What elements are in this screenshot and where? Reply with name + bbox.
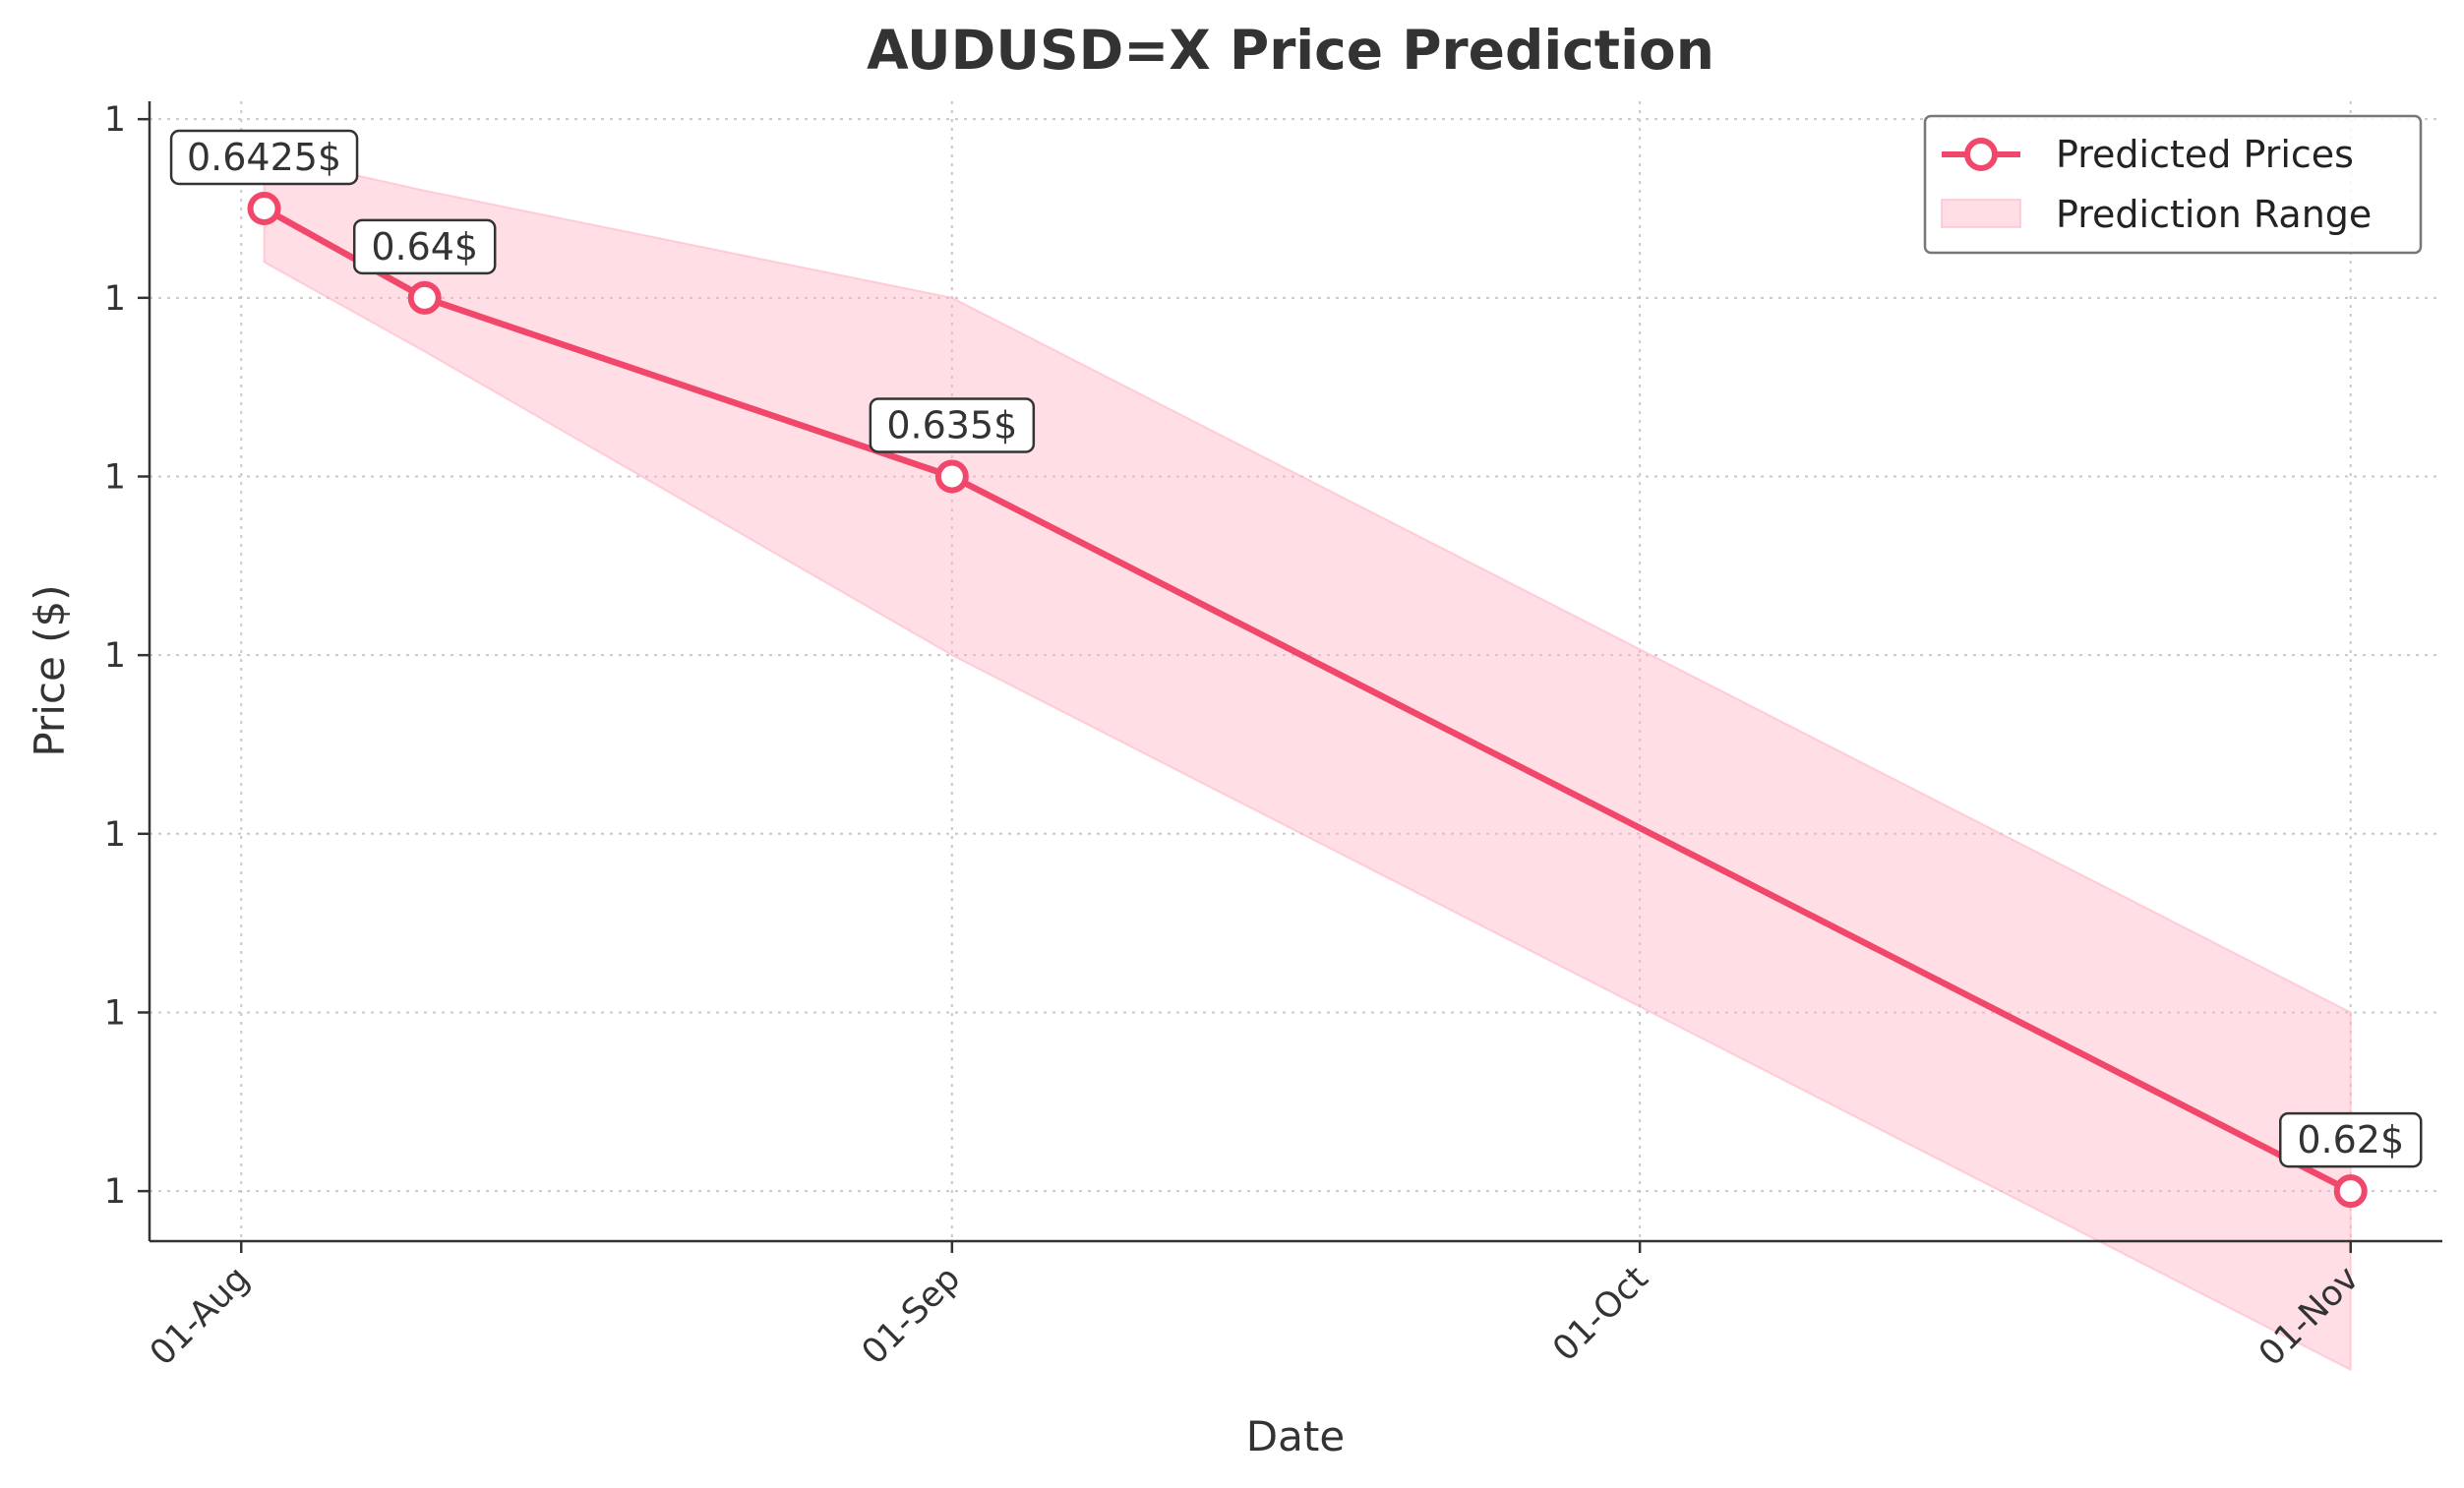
predicted-price-point <box>247 191 281 225</box>
y-tick-label: 1 <box>104 100 126 140</box>
data-label-box <box>2279 1111 2423 1168</box>
y-axis-label: Price ($) <box>26 584 74 756</box>
prediction-range-band-layer <box>263 153 2352 1372</box>
predicted-prices-line <box>262 206 2353 1195</box>
predicted-price-point <box>407 280 442 315</box>
data-label: 0.635$ <box>886 403 1017 446</box>
y-tick-label: 1 <box>104 457 126 497</box>
y-ticks: 1 1 1 1 1 1 1 <box>104 100 150 1212</box>
y-tick-label: 1 <box>104 279 126 319</box>
predicted-prices-line-layer <box>262 206 2353 1195</box>
prediction-range-band <box>263 153 2352 1372</box>
data-label-box <box>169 129 359 186</box>
y-tick-label: 1 <box>104 636 126 676</box>
data-label: 0.62$ <box>2297 1118 2404 1161</box>
y-tick-label: 1 <box>104 815 126 855</box>
predicted-prices-points-layer <box>247 191 2368 1209</box>
chart-title: AUDUSD=X Price Prediction <box>867 19 1714 82</box>
legend-band-swatch <box>1941 199 2021 228</box>
data-label-box <box>352 218 497 275</box>
axes <box>148 101 2442 1243</box>
predicted-price-point <box>2333 1174 2368 1209</box>
data-label-box <box>869 397 1036 453</box>
legend: Predicted Prices Prediction Range <box>1923 114 2423 255</box>
x-axis-label: Date <box>1246 1412 1345 1460</box>
legend-marker-swatch <box>1964 138 1998 171</box>
legend-item-prediction-range: Prediction Range <box>2056 193 2372 236</box>
legend-frame <box>1923 114 2423 255</box>
legend-item-predicted-prices: Predicted Prices <box>2056 133 2354 176</box>
data-label-layer: 0.6425$ 0.64$ 0.635$ 0.62$ <box>169 129 2423 1168</box>
data-label: 0.6425$ <box>187 136 341 179</box>
y-tick-label: 1 <box>104 1172 126 1212</box>
data-label: 0.64$ <box>371 225 478 268</box>
predicted-price-point <box>934 459 969 494</box>
y-tick-label: 1 <box>104 993 126 1033</box>
